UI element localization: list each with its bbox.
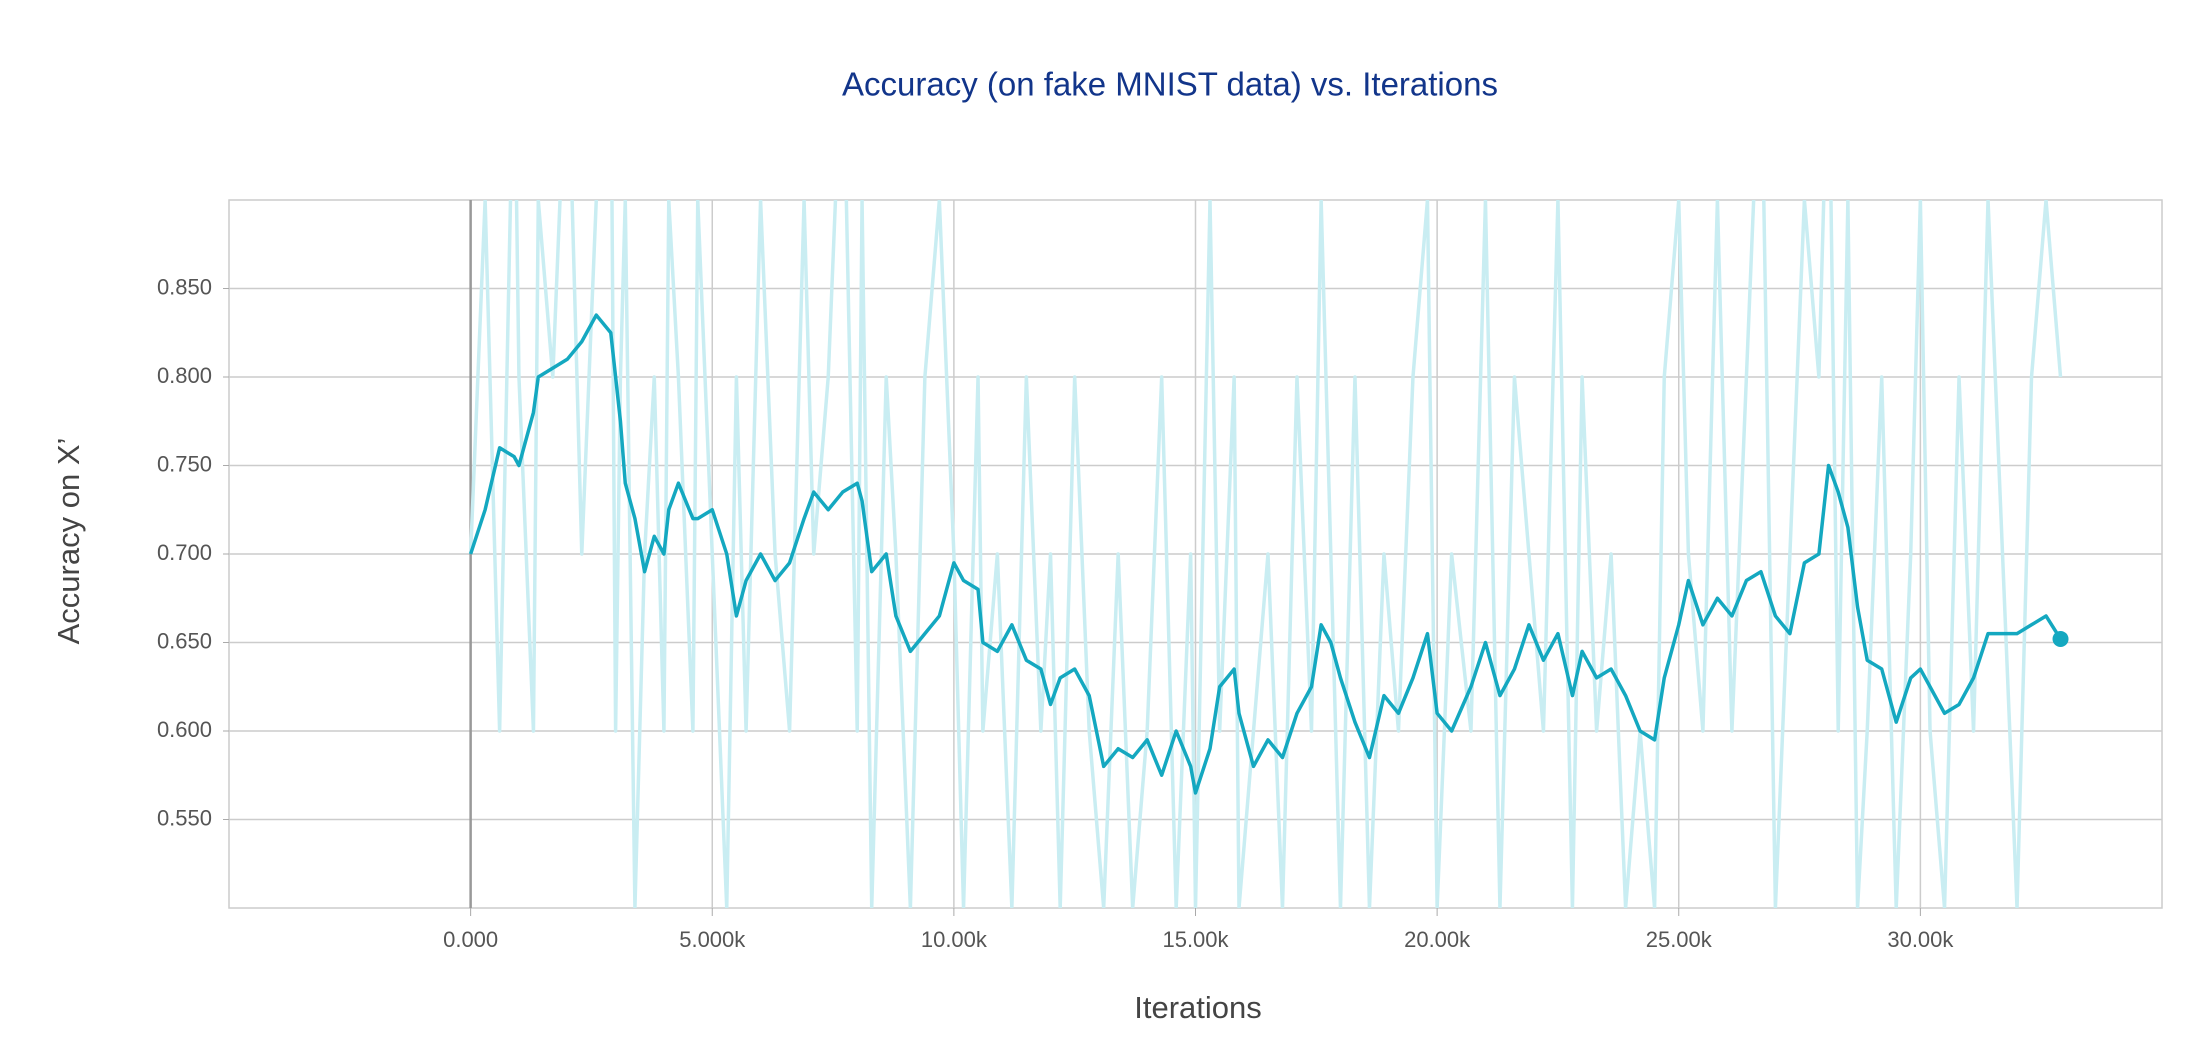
chart-title: Accuracy (on fake MNIST data) vs. Iterat…: [842, 66, 1498, 103]
y-tick-label: 0.850: [157, 274, 212, 299]
line-series: [468, 200, 2063, 908]
y-tick-label: 0.650: [157, 628, 212, 653]
x-tick-label: 15.00k: [1162, 927, 1229, 952]
x-tick-label: 10.00k: [921, 927, 988, 952]
y-tick-label: 0.600: [157, 717, 212, 742]
x-tick-label: 25.00k: [1646, 927, 1713, 952]
end-marker: [2052, 630, 2069, 647]
y-tick-label: 0.550: [157, 805, 212, 830]
y-tick-label: 0.750: [157, 451, 212, 476]
y-tick-label: 0.700: [157, 540, 212, 565]
x-axis-label: Iterations: [1134, 990, 1262, 1025]
plot-area: [468, 200, 2069, 908]
y-tick-label: 0.800: [157, 363, 212, 388]
y-axis-label: Accuracy on X’: [51, 438, 86, 645]
x-tick-label: 0.000: [443, 927, 498, 952]
x-tick-label: 5.000k: [679, 927, 746, 952]
x-tick-label: 30.00k: [1887, 927, 1954, 952]
line-series: [468, 313, 2063, 795]
x-tick-label: 20.00k: [1404, 927, 1471, 952]
